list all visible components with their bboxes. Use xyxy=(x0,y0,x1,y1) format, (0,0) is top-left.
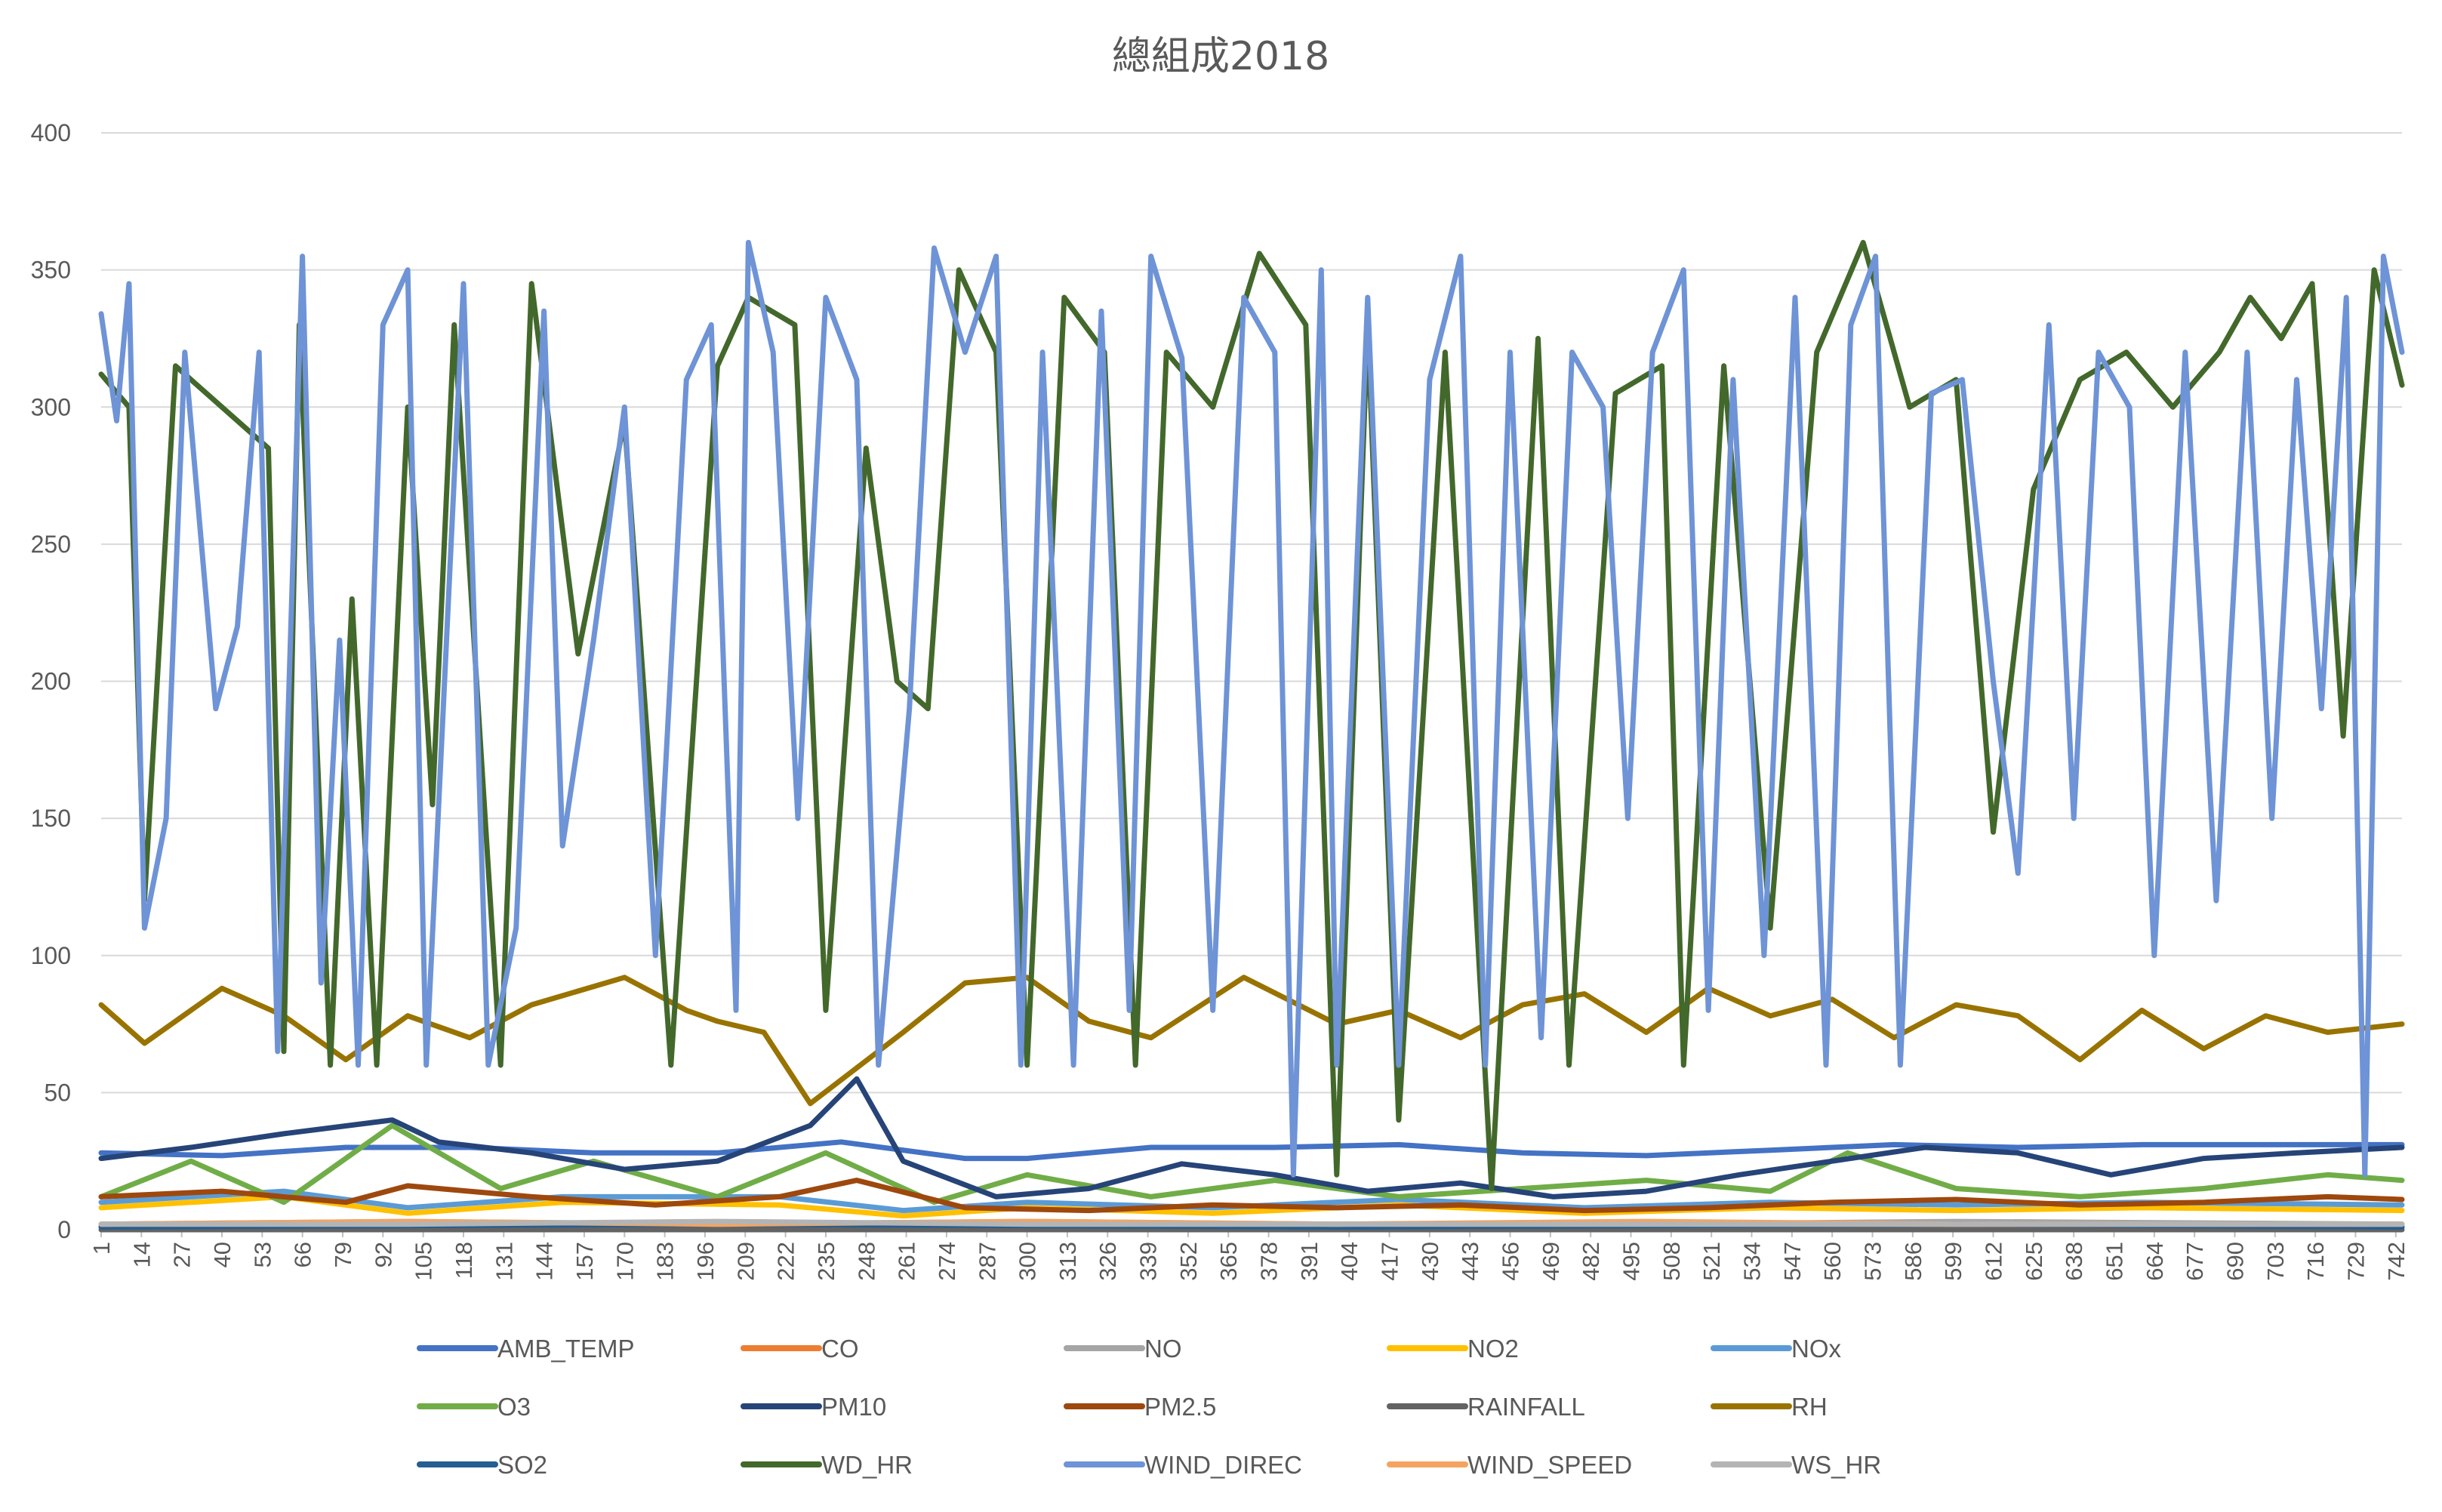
legend-label-pm10: PM10 xyxy=(821,1393,886,1421)
series-line-o3 xyxy=(98,1122,2405,1206)
x-tick-label: 508 xyxy=(1658,1242,1685,1281)
chart-title: 總組成2018 xyxy=(1112,34,1329,79)
y-tick-label: 150 xyxy=(31,805,71,832)
x-tick-label: 482 xyxy=(1578,1242,1604,1281)
x-tick-label: 170 xyxy=(611,1242,638,1281)
series-line-rh xyxy=(98,975,2405,1107)
x-tick-label: 66 xyxy=(290,1242,316,1267)
series-lines xyxy=(98,239,2405,1233)
x-tick-label: 586 xyxy=(1900,1242,1926,1281)
series-line-nox xyxy=(98,1188,2405,1214)
legend-label-so2: SO2 xyxy=(497,1451,547,1479)
y-tick-label: 0 xyxy=(57,1216,71,1243)
legend-label-rainfall: RAINFALL xyxy=(1467,1393,1585,1421)
legend-label-no: NO xyxy=(1144,1335,1182,1363)
x-tick-label: 274 xyxy=(934,1242,960,1281)
legend-label-co: CO xyxy=(821,1335,859,1363)
x-tick-label: 690 xyxy=(2222,1242,2248,1281)
x-tick-label: 131 xyxy=(491,1242,517,1281)
x-tick-label: 248 xyxy=(853,1242,879,1281)
y-tick-label: 300 xyxy=(31,393,71,420)
x-tick-label: 40 xyxy=(209,1242,236,1267)
series-line-pm2-5 xyxy=(98,1178,2405,1214)
x-tick-label: 261 xyxy=(894,1242,920,1281)
x-tick-label: 612 xyxy=(1980,1242,2006,1281)
x-tick-label: 456 xyxy=(1498,1242,1524,1281)
x-tick-label: 430 xyxy=(1417,1242,1443,1281)
x-tick-label: 144 xyxy=(531,1242,558,1281)
x-tick-label: 53 xyxy=(249,1242,276,1267)
x-tick-label: 105 xyxy=(411,1242,437,1281)
x-tick-label: 638 xyxy=(2061,1242,2087,1281)
x-tick-label: 1 xyxy=(88,1242,115,1255)
x-tick-label: 14 xyxy=(128,1242,155,1267)
x-axis-ticks: 1 14 27 40 53 66 79 92 105 118 131 144 157 170 183 196 2… xyxy=(88,1230,2410,1281)
series-line-ws-hr xyxy=(98,1218,2405,1227)
x-tick-label: 300 xyxy=(1015,1242,1041,1281)
legend-label-nox: NOx xyxy=(1791,1335,1842,1363)
x-tick-label: 625 xyxy=(2021,1242,2047,1281)
legend-label-wd-hr: WD_HR xyxy=(821,1451,913,1479)
legend-label-o3: O3 xyxy=(497,1393,531,1421)
x-tick-label: 365 xyxy=(1215,1242,1242,1281)
x-tick-label: 92 xyxy=(370,1242,396,1267)
x-tick-label: 391 xyxy=(1296,1242,1323,1281)
legend-label-amb-temp: AMB_TEMP xyxy=(497,1335,635,1363)
x-tick-label: 716 xyxy=(2302,1242,2329,1281)
x-tick-label: 79 xyxy=(330,1242,356,1267)
x-tick-label: 443 xyxy=(1457,1242,1483,1281)
legend: AMB_TEMP CO NO NO2 NOx O3 PM10 PM2.5 RAINFALL RH S… xyxy=(417,1335,1881,1479)
y-tick-label: 250 xyxy=(31,531,71,558)
y-tick-label: 400 xyxy=(31,119,71,146)
x-tick-label: 287 xyxy=(974,1242,1000,1281)
x-tick-label: 599 xyxy=(1940,1242,1966,1281)
legend-label-wind-direc: WIND_DIREC xyxy=(1144,1451,1302,1479)
y-axis-ticks: 0 50 100 150 200 250 300 350 400 xyxy=(31,119,71,1243)
x-tick-label: 469 xyxy=(1538,1242,1564,1281)
x-tick-label: 222 xyxy=(773,1242,799,1281)
x-tick-label: 118 xyxy=(451,1242,477,1279)
legend-label-ws-hr: WS_HR xyxy=(1791,1451,1881,1479)
x-tick-label: 677 xyxy=(2182,1242,2208,1281)
legend-label-no2: NO2 xyxy=(1467,1335,1519,1363)
y-tick-label: 50 xyxy=(44,1079,71,1106)
x-tick-label: 157 xyxy=(571,1242,598,1281)
legend-label-pm2-5: PM2.5 xyxy=(1144,1393,1216,1421)
x-tick-label: 521 xyxy=(1698,1242,1725,1281)
x-tick-label: 209 xyxy=(732,1242,759,1281)
x-tick-label: 235 xyxy=(813,1242,839,1281)
x-tick-label: 404 xyxy=(1336,1242,1363,1281)
x-tick-label: 534 xyxy=(1739,1242,1766,1281)
x-tick-label: 573 xyxy=(1860,1242,1886,1281)
x-tick-label: 664 xyxy=(2142,1242,2168,1281)
x-tick-label: 183 xyxy=(652,1242,679,1281)
y-tick-label: 100 xyxy=(31,942,71,969)
x-tick-label: 495 xyxy=(1618,1242,1645,1281)
x-tick-label: 547 xyxy=(1779,1242,1806,1281)
series-line-pm10 xyxy=(98,1076,2405,1199)
x-tick-label: 196 xyxy=(692,1242,719,1281)
y-tick-label: 350 xyxy=(31,257,71,284)
x-tick-label: 729 xyxy=(2342,1242,2369,1281)
x-tick-label: 378 xyxy=(1256,1242,1283,1281)
x-tick-label: 339 xyxy=(1135,1242,1162,1281)
legend-label-wind-speed: WIND_SPEED xyxy=(1467,1451,1632,1479)
x-tick-label: 326 xyxy=(1095,1242,1121,1281)
y-tick-label: 200 xyxy=(31,668,71,695)
x-tick-label: 703 xyxy=(2262,1242,2289,1281)
x-tick-label: 742 xyxy=(2383,1242,2410,1281)
x-tick-label: 27 xyxy=(169,1242,196,1267)
series-line-wd-hr xyxy=(98,239,2405,1191)
x-tick-label: 313 xyxy=(1055,1242,1081,1281)
x-tick-label: 417 xyxy=(1377,1242,1403,1281)
series-line-wind-direc xyxy=(98,239,2405,1178)
x-tick-label: 352 xyxy=(1175,1242,1202,1281)
x-tick-label: 560 xyxy=(1819,1242,1846,1281)
legend-label-rh: RH xyxy=(1791,1393,1828,1421)
x-tick-label: 651 xyxy=(2101,1242,2127,1281)
